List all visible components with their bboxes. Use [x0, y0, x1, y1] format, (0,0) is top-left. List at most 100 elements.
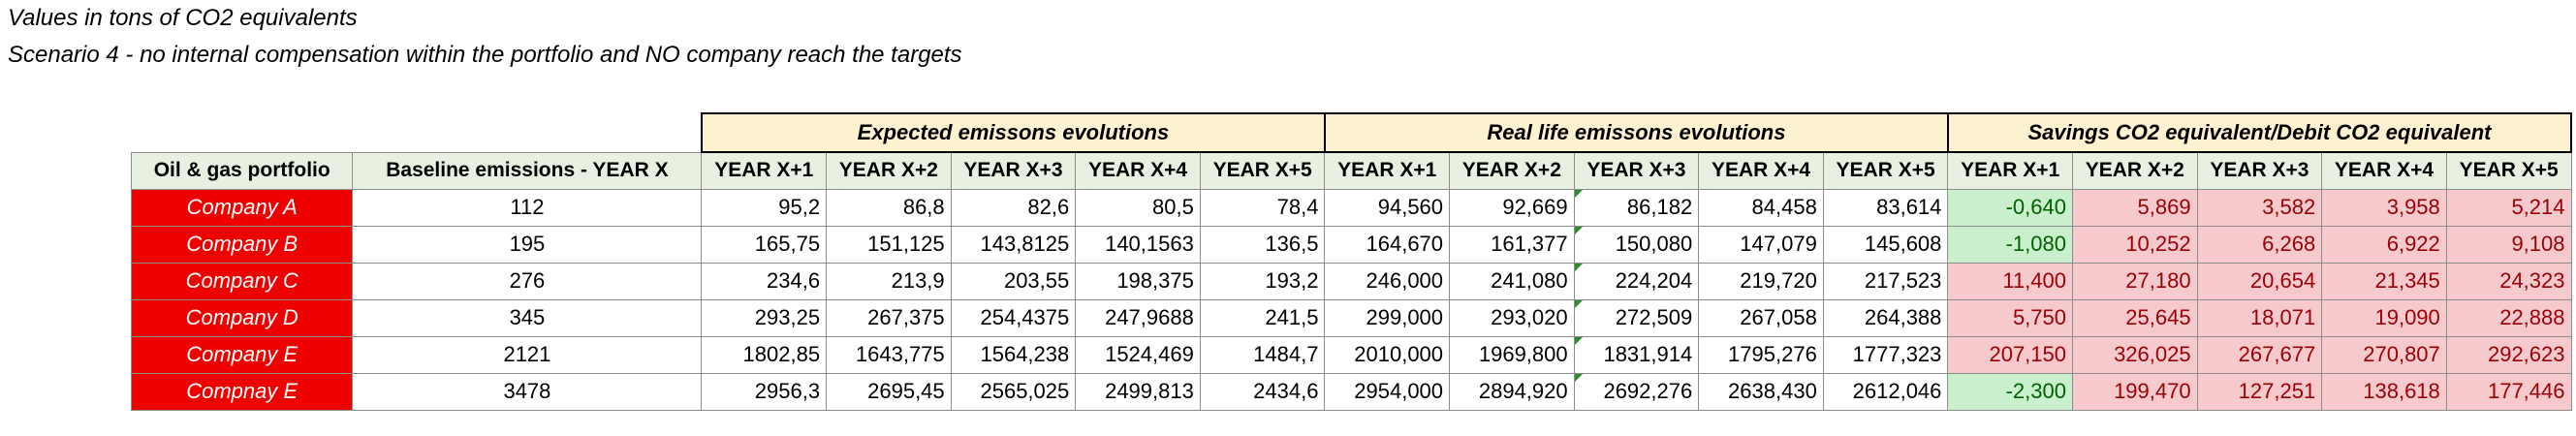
expected-value-cell[interactable]: 2434,6 [1199, 372, 1326, 411]
real-value-cell[interactable]: 1969,800 [1449, 335, 1575, 374]
header-real-year-4[interactable]: YEAR X+4 [1698, 151, 1824, 190]
baseline-cell[interactable]: 345 [352, 298, 703, 337]
savings-value-cell[interactable]: 6,268 [2196, 225, 2323, 264]
real-value-cell[interactable]: 272,509 [1573, 298, 1700, 337]
expected-value-cell[interactable]: 193,2 [1199, 262, 1326, 300]
header-real-year-1[interactable]: YEAR X+1 [1324, 151, 1451, 190]
savings-value-cell[interactable]: 199,470 [2072, 372, 2198, 411]
expected-value-cell[interactable]: 1643,775 [826, 335, 952, 374]
expected-value-cell[interactable]: 86,8 [826, 188, 952, 227]
header-expected-year-2[interactable]: YEAR X+2 [826, 151, 952, 190]
savings-value-cell[interactable]: 5,214 [2445, 188, 2572, 227]
real-value-cell[interactable]: 161,377 [1449, 225, 1575, 264]
real-value-cell[interactable]: 83,614 [1822, 188, 1949, 227]
real-value-cell[interactable]: 1795,276 [1698, 335, 1824, 374]
real-value-cell[interactable]: 241,080 [1449, 262, 1575, 300]
expected-value-cell[interactable]: 1564,238 [950, 335, 1077, 374]
real-value-cell[interactable]: 145,608 [1822, 225, 1949, 264]
savings-value-cell[interactable]: -2,300 [1947, 372, 2073, 411]
header-savings-year-3[interactable]: YEAR X+3 [2196, 151, 2323, 190]
real-value-cell[interactable]: 94,560 [1324, 188, 1451, 227]
header-expected-year-1[interactable]: YEAR X+1 [701, 151, 828, 190]
expected-value-cell[interactable]: 2499,813 [1075, 372, 1201, 411]
real-value-cell[interactable]: 150,080 [1573, 225, 1700, 264]
expected-value-cell[interactable]: 140,1563 [1075, 225, 1201, 264]
expected-value-cell[interactable]: 151,125 [826, 225, 952, 264]
expected-value-cell[interactable]: 293,25 [701, 298, 828, 337]
company-name-cell[interactable]: Company D [130, 298, 354, 337]
savings-value-cell[interactable]: -0,640 [1947, 188, 2073, 227]
savings-value-cell[interactable]: 18,071 [2196, 298, 2323, 337]
real-value-cell[interactable]: 2954,000 [1324, 372, 1451, 411]
expected-value-cell[interactable]: 198,375 [1075, 262, 1201, 300]
expected-value-cell[interactable]: 203,55 [950, 262, 1077, 300]
expected-value-cell[interactable]: 95,2 [701, 188, 828, 227]
expected-value-cell[interactable]: 234,6 [701, 262, 828, 300]
header-savings-year-1[interactable]: YEAR X+1 [1947, 151, 2073, 190]
savings-value-cell[interactable]: 267,677 [2196, 335, 2323, 374]
group-expected-emissions[interactable]: Expected emissons evolutions [700, 112, 1326, 153]
savings-value-cell[interactable]: 207,150 [1947, 335, 2073, 374]
expected-value-cell[interactable]: 247,9688 [1075, 298, 1201, 337]
savings-value-cell[interactable]: 5,869 [2072, 188, 2198, 227]
header-expected-year-4[interactable]: YEAR X+4 [1075, 151, 1201, 190]
header-expected-year-5[interactable]: YEAR X+5 [1199, 151, 1326, 190]
real-value-cell[interactable]: 246,000 [1324, 262, 1451, 300]
baseline-cell[interactable]: 112 [352, 188, 703, 227]
header-savings-year-2[interactable]: YEAR X+2 [2072, 151, 2198, 190]
expected-value-cell[interactable]: 1524,469 [1075, 335, 1201, 374]
expected-value-cell[interactable]: 78,4 [1199, 188, 1326, 227]
expected-value-cell[interactable]: 136,5 [1199, 225, 1326, 264]
expected-value-cell[interactable]: 2695,45 [826, 372, 952, 411]
real-value-cell[interactable]: 219,720 [1698, 262, 1824, 300]
company-name-cell[interactable]: Compnay E [130, 372, 354, 411]
savings-value-cell[interactable]: 127,251 [2196, 372, 2323, 411]
real-value-cell[interactable]: 2010,000 [1324, 335, 1451, 374]
header-expected-year-3[interactable]: YEAR X+3 [950, 151, 1077, 190]
savings-value-cell[interactable]: 138,618 [2321, 372, 2447, 411]
baseline-cell[interactable]: 2121 [352, 335, 703, 374]
expected-value-cell[interactable]: 213,9 [826, 262, 952, 300]
real-value-cell[interactable]: 2692,276 [1573, 372, 1700, 411]
header-real-year-2[interactable]: YEAR X+2 [1449, 151, 1575, 190]
savings-value-cell[interactable]: 11,400 [1947, 262, 2073, 300]
header-savings-year-5[interactable]: YEAR X+5 [2445, 151, 2572, 190]
savings-value-cell[interactable]: 24,323 [2445, 262, 2572, 300]
savings-value-cell[interactable]: 25,645 [2072, 298, 2198, 337]
real-value-cell[interactable]: 1831,914 [1573, 335, 1700, 374]
savings-value-cell[interactable]: 177,446 [2445, 372, 2572, 411]
real-value-cell[interactable]: 2638,430 [1698, 372, 1824, 411]
real-value-cell[interactable]: 217,523 [1822, 262, 1949, 300]
expected-value-cell[interactable]: 80,5 [1075, 188, 1201, 227]
real-value-cell[interactable]: 147,079 [1698, 225, 1824, 264]
group-real-emissions[interactable]: Real life emissons evolutions [1323, 112, 1949, 153]
savings-value-cell[interactable]: 292,623 [2445, 335, 2572, 374]
company-name-cell[interactable]: Company A [130, 188, 354, 227]
company-name-cell[interactable]: Company B [130, 225, 354, 264]
real-value-cell[interactable]: 299,000 [1324, 298, 1451, 337]
savings-value-cell[interactable]: 27,180 [2072, 262, 2198, 300]
company-name-cell[interactable]: Company C [130, 262, 354, 300]
savings-value-cell[interactable]: 6,922 [2321, 225, 2447, 264]
real-value-cell[interactable]: 293,020 [1449, 298, 1575, 337]
expected-value-cell[interactable]: 1484,7 [1199, 335, 1326, 374]
group-savings[interactable]: Savings CO2 equivalent/Debit CO2 equival… [1946, 112, 2573, 153]
baseline-cell[interactable]: 195 [352, 225, 703, 264]
expected-value-cell[interactable]: 241,5 [1199, 298, 1326, 337]
real-value-cell[interactable]: 264,388 [1822, 298, 1949, 337]
expected-value-cell[interactable]: 254,4375 [950, 298, 1077, 337]
savings-value-cell[interactable]: 9,108 [2445, 225, 2572, 264]
savings-value-cell[interactable]: 10,252 [2072, 225, 2198, 264]
real-value-cell[interactable]: 224,204 [1573, 262, 1700, 300]
expected-value-cell[interactable]: 2956,3 [701, 372, 828, 411]
savings-value-cell[interactable]: 5,750 [1947, 298, 2073, 337]
real-value-cell[interactable]: 86,182 [1573, 188, 1700, 227]
savings-value-cell[interactable]: 21,345 [2321, 262, 2447, 300]
savings-value-cell[interactable]: 270,807 [2321, 335, 2447, 374]
header-portfolio[interactable]: Oil & gas portfolio [130, 151, 354, 190]
expected-value-cell[interactable]: 2565,025 [950, 372, 1077, 411]
company-name-cell[interactable]: Company E [130, 335, 354, 374]
savings-value-cell[interactable]: 326,025 [2072, 335, 2198, 374]
baseline-cell[interactable]: 276 [352, 262, 703, 300]
real-value-cell[interactable]: 84,458 [1698, 188, 1824, 227]
